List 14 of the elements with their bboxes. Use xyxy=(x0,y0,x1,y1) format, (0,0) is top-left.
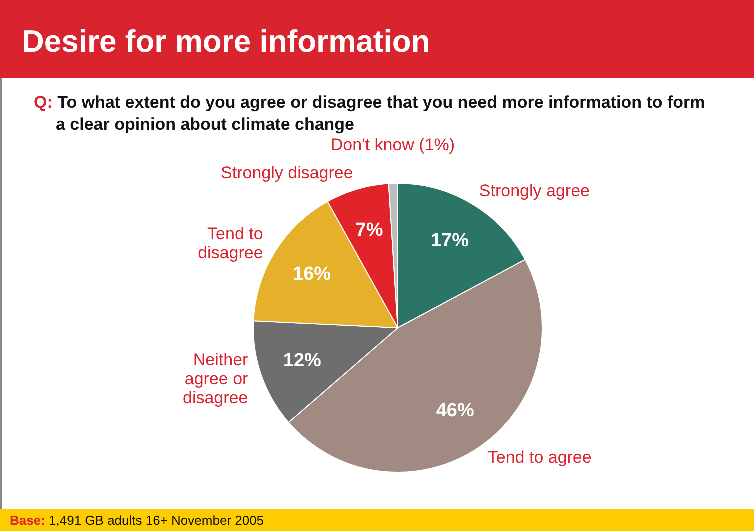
data-label: 7% xyxy=(356,220,384,242)
data-label: 17% xyxy=(430,230,470,252)
slice-label: Tend to agree xyxy=(488,448,592,468)
text: Base: 1,491 GB adults 16+ November 2005 xyxy=(0,509,754,531)
slice-label: Tend to disagree xyxy=(198,224,264,263)
chart-title: Desire for more information xyxy=(0,0,754,78)
data-label: 16% xyxy=(293,264,332,285)
slice-label: Neither agree or disagree xyxy=(183,350,249,408)
data-label: 46% xyxy=(436,400,474,422)
slice-label: Don't know (1%) xyxy=(330,135,456,154)
chart-subtitle: Q: To what extent do you agree or disagree that you need more information to form a clear opinion about climate change xyxy=(34,92,706,136)
data-label: 12% xyxy=(283,350,322,372)
slice-label: Strongly disagree xyxy=(221,164,354,183)
slice-label: Strongly agree xyxy=(479,182,590,201)
